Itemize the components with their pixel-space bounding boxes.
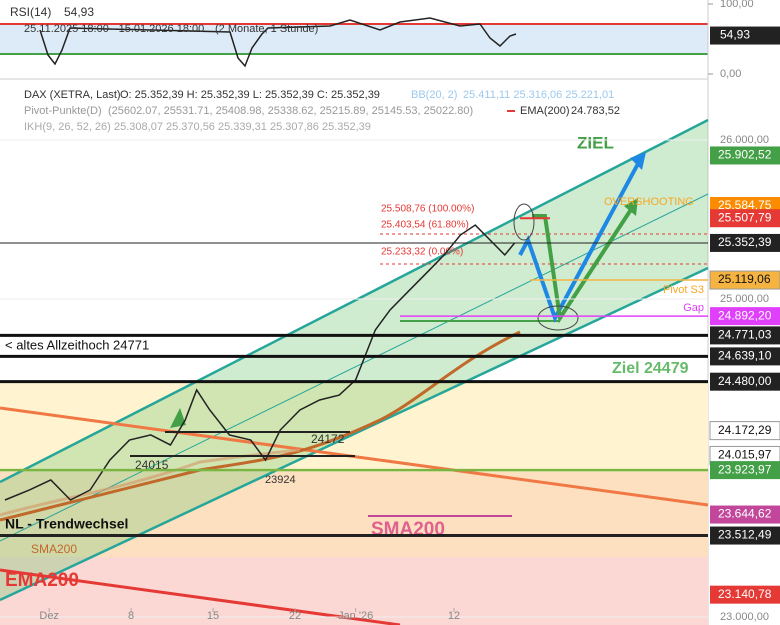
price-box	[710, 372, 780, 391]
y-tick-label: 26.000,00	[720, 134, 769, 146]
circle-mark	[513, 203, 535, 241]
zone-pink	[0, 557, 708, 625]
legend-ema: EMA(200)	[520, 105, 570, 117]
price-box	[710, 146, 780, 165]
rsi-tick-label: 100,00	[720, 0, 754, 10]
annotation: 25.508,76 (100.00%)	[381, 204, 474, 215]
price-box	[710, 307, 780, 326]
sma-curve	[0, 448, 301, 517]
price-box	[710, 585, 780, 604]
annotation: Ziel 24479	[612, 360, 689, 377]
price-label: 25.902,52	[718, 148, 772, 162]
price-box	[710, 326, 780, 345]
rsi-title: RSI(14)	[10, 5, 51, 19]
annotation: Pivot S3	[663, 284, 704, 296]
y-tick-label: 25.000,00	[720, 293, 769, 305]
channel-upper	[0, 118, 709, 484]
price-label: 24.172,29	[718, 423, 772, 437]
legend-instrument: DAX (XETRA, Last)	[24, 89, 121, 101]
legend-pivot-values: (25602.07, 25531.71, 25408.98, 25338.62,…	[108, 105, 473, 117]
date-range: 25.11.2025 18:00 - 15.01.2026 18:00	[24, 23, 204, 35]
annotation: < altes Allzeithoch 24771	[5, 337, 149, 352]
price-line	[4, 224, 516, 501]
price-box	[709, 421, 780, 441]
price-label: 23.512,49	[718, 528, 772, 542]
x-tick-label: 22	[289, 610, 301, 622]
price-label: 23.140,78	[718, 587, 772, 601]
arrow-blue	[518, 159, 642, 323]
down-line	[0, 568, 401, 625]
period: (2 Monate, 1 Stunde)	[215, 23, 318, 35]
price-label: 24.771,03	[718, 328, 772, 342]
price-box	[710, 347, 780, 366]
price-label: 25.119,06	[718, 272, 771, 286]
annotation: 24172	[311, 432, 345, 446]
annotation: OVERSHOOTING	[604, 196, 694, 208]
price-box	[710, 526, 780, 545]
arrow-head	[630, 152, 646, 170]
rsi-line	[39, 17, 517, 68]
arrow-head	[624, 198, 638, 216]
price-box	[710, 461, 780, 480]
x-tick-label: Jan '26	[338, 610, 373, 622]
annotation: SMA200	[31, 542, 77, 556]
legend-ema-value: 24.783,52	[571, 105, 620, 117]
price-label: 24.639,10	[718, 349, 772, 363]
price-label: 24.892,20	[718, 308, 772, 322]
annotation: EMA200	[5, 570, 79, 591]
rsi-last-label: 54,93	[720, 28, 750, 42]
legend-ikh-values: 25.308,07 25.370,56 25.339,31 25.307,86 …	[114, 121, 371, 133]
annotation: NL - Trendwechsel	[5, 516, 128, 532]
price-box	[709, 270, 780, 290]
x-tick-label: 15	[207, 610, 219, 622]
price-label: 25.584,75	[718, 198, 772, 212]
arrow-small	[170, 408, 186, 428]
price-label: 25.507,79	[718, 210, 772, 224]
y-tick-label: 23.000,00	[720, 611, 769, 623]
annotation: 25.233,32 (0.00%)	[381, 247, 463, 258]
annotation: 23924	[265, 474, 296, 486]
price-label: 23.644,62	[718, 507, 772, 521]
annotation: Gap	[683, 302, 704, 314]
x-tick-label: Dez	[39, 610, 59, 622]
legend-pivot: Pivot-Punkte(D)	[24, 105, 102, 117]
legend-ohlc: O: 25.352,39 H: 25.352,39 L: 25.352,39 C…	[120, 89, 380, 101]
price-label: 24.480,00	[718, 374, 772, 388]
circle-mark	[537, 305, 579, 331]
x-tick-label: 8	[128, 610, 134, 622]
price-box	[710, 233, 780, 252]
legend-bb-values: 25.411,11 25.316,06 25.221,01	[463, 89, 614, 101]
annotation: ZIEL	[577, 133, 614, 152]
price-box	[710, 505, 780, 524]
arrow-green	[532, 206, 634, 324]
rsi-last-box	[710, 26, 780, 45]
price-label: 25.352,39	[718, 235, 772, 249]
legend-ikh: IKH(9, 26, 52, 26)	[24, 121, 111, 133]
trend-channel	[0, 120, 708, 600]
annotation: 25.403,54 (61.80%)	[381, 220, 469, 231]
price-label: 23.923,97	[718, 462, 772, 476]
x-tick-label: 12	[448, 610, 460, 622]
rsi-value: 54,93	[64, 5, 94, 19]
annotation: 24015	[135, 458, 169, 472]
price-label: 24.015,97	[718, 448, 772, 462]
price-box	[710, 209, 780, 228]
rsi-tick-label: 0,00	[720, 68, 741, 80]
legend-bb: BB(20, 2)	[411, 89, 457, 101]
channel-lower	[0, 266, 709, 602]
